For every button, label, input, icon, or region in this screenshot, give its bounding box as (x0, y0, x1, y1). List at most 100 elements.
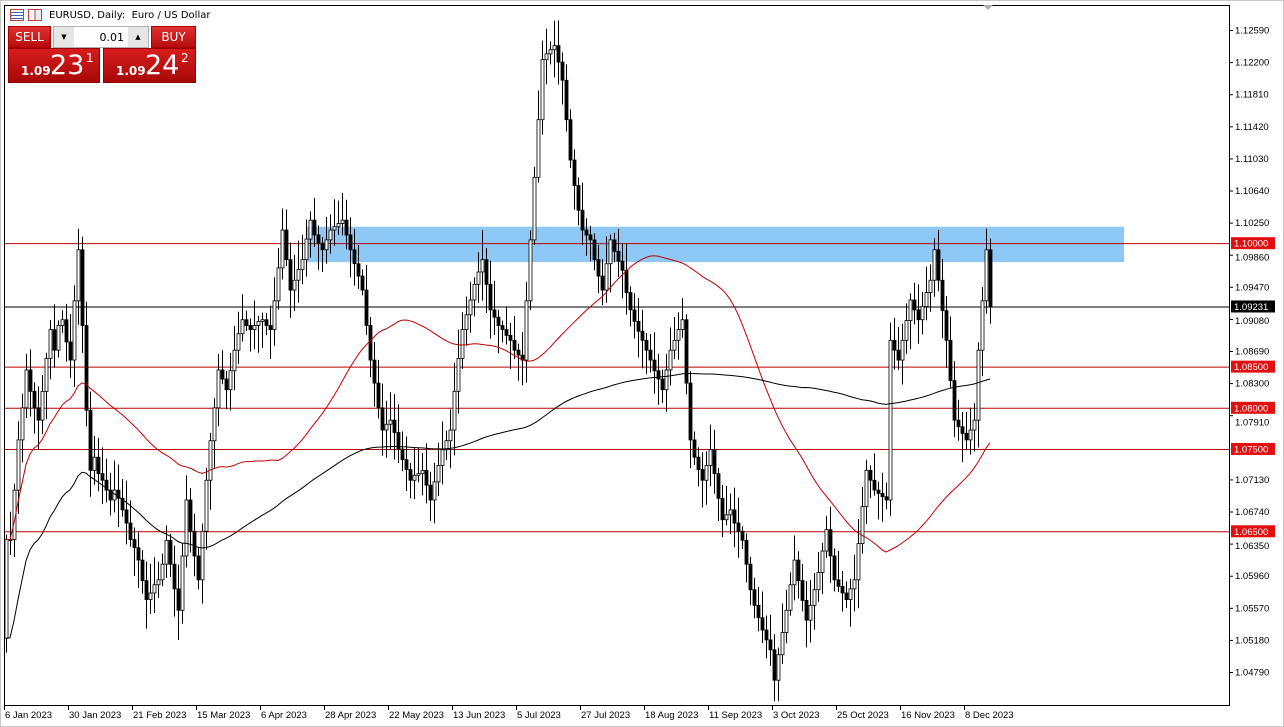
bullish-candle-body (808, 604, 813, 621)
candle (404, 436, 409, 492)
candle (116, 464, 121, 528)
bullish-candle-body (204, 479, 209, 532)
candle (840, 571, 845, 612)
lot-size-input[interactable] (74, 27, 128, 47)
candle (296, 240, 301, 303)
lot-size-stepper: ▼ ▲ (53, 26, 149, 48)
candle (424, 443, 429, 504)
x-tick-label: 6 Jan 2023 (5, 710, 52, 721)
bullish-candle-body (904, 320, 909, 341)
bullish-candle-body (908, 299, 913, 321)
candle (4, 534, 9, 653)
symbol-book-icon[interactable] (28, 9, 42, 21)
candle (492, 280, 497, 336)
buy-price-button[interactable]: 1.09 24 2 (103, 48, 196, 83)
bearish-candle-body (748, 563, 753, 591)
candle (540, 40, 545, 135)
x-tick-label: 28 Apr 2023 (325, 710, 376, 721)
bearish-candle-body (872, 479, 877, 491)
candle (884, 482, 889, 510)
candle (356, 245, 361, 289)
bullish-candle-body (460, 329, 465, 359)
decrease-lot-button[interactable]: ▼ (54, 27, 74, 47)
plot-border (4, 5, 1230, 706)
bullish-candle-body (300, 259, 305, 270)
bearish-candle-body (884, 496, 889, 501)
bullish-candle-body (532, 176, 537, 241)
y-tick-label: 1.06350 (1235, 541, 1269, 552)
bearish-candle-body (636, 320, 641, 332)
bullish-candle-body (668, 349, 673, 371)
candle (948, 316, 953, 388)
bullish-candle-body (976, 349, 981, 421)
candle (852, 554, 857, 612)
bearish-candle-body (288, 259, 293, 291)
candle (444, 430, 449, 461)
sell-price-button[interactable]: 1.09 23 1 (8, 48, 100, 83)
candle (240, 294, 245, 342)
bearish-candle-body (352, 249, 357, 265)
y-tick-label: 1.04790 (1235, 668, 1269, 679)
candle (268, 305, 273, 360)
bearish-candle-body (952, 380, 957, 421)
bullish-candle-body (776, 654, 781, 681)
candle (944, 295, 949, 368)
candle (400, 431, 405, 472)
candle (384, 400, 389, 458)
candle (32, 382, 37, 434)
candle (684, 314, 689, 395)
bullish-candle-body (436, 465, 441, 483)
candle (788, 572, 793, 616)
candle (524, 281, 529, 383)
candle (720, 484, 725, 538)
candle (200, 523, 205, 604)
candle (76, 228, 81, 325)
candle (900, 323, 905, 385)
bearish-candle-body (144, 580, 149, 600)
candle (252, 300, 257, 350)
bearish-candle-body (284, 229, 289, 261)
candle (156, 561, 161, 599)
candle (984, 228, 989, 314)
sell-button[interactable]: SELL (8, 26, 51, 48)
bearish-candle-body (248, 325, 253, 331)
x-tick-label: 3 Oct 2023 (773, 710, 819, 721)
y-tick-label: 1.11030 (1235, 154, 1269, 165)
candle (36, 386, 41, 450)
bearish-candle-body (588, 234, 593, 241)
bullish-candle-body (256, 320, 261, 326)
increase-lot-button[interactable]: ▲ (128, 27, 148, 47)
bullish-candle-body (48, 329, 53, 359)
candle (836, 550, 841, 593)
candle (380, 383, 385, 456)
candle (816, 551, 821, 602)
x-tick-label: 27 Jul 2023 (581, 710, 630, 721)
menu-icon[interactable] (10, 9, 24, 21)
candle (936, 229, 941, 292)
bearish-candle-body (556, 45, 561, 63)
candle (576, 177, 581, 226)
bearish-candle-body (380, 407, 385, 431)
candle (792, 535, 797, 601)
bearish-candle-body (264, 319, 269, 326)
bullish-candle-body (552, 45, 557, 51)
bearish-candle-body (312, 219, 317, 236)
candle (272, 277, 277, 346)
bearish-candle-body (220, 369, 225, 380)
bullish-candle-body (708, 449, 713, 466)
bearish-candle-body (320, 242, 325, 251)
candle (692, 431, 697, 465)
candle (956, 399, 961, 441)
bullish-candle-body (328, 229, 333, 241)
bullish-candle-body (420, 469, 425, 475)
bullish-candle-body (56, 325, 61, 351)
candle (292, 254, 297, 312)
bearish-candle-body (956, 419, 961, 428)
candle (196, 547, 201, 590)
buy-button[interactable]: BUY (151, 26, 196, 48)
bearish-candle-body (132, 539, 137, 549)
bullish-candle-body (60, 319, 65, 326)
x-tick-label: 6 Apr 2023 (261, 710, 307, 721)
bearish-candle-body (140, 559, 145, 582)
